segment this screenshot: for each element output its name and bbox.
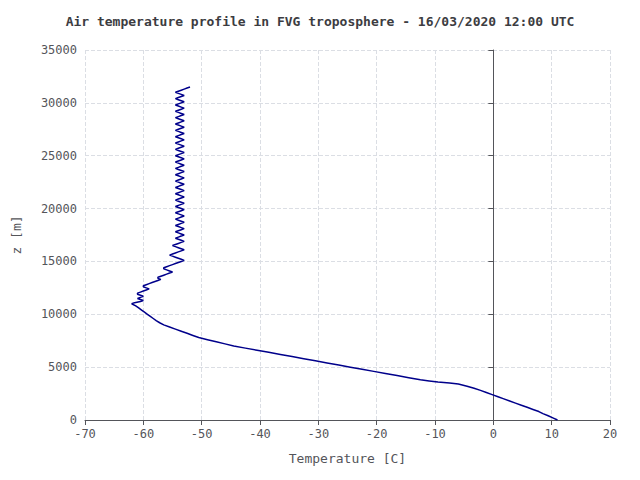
svg-text:25000: 25000 xyxy=(41,149,77,163)
svg-text:-40: -40 xyxy=(249,427,271,441)
svg-text:-60: -60 xyxy=(132,427,154,441)
svg-text:35000: 35000 xyxy=(41,43,77,57)
svg-text:-10: -10 xyxy=(424,427,446,441)
svg-text:-20: -20 xyxy=(366,427,388,441)
svg-text:10: 10 xyxy=(544,427,558,441)
svg-text:15000: 15000 xyxy=(41,254,77,268)
svg-text:-70: -70 xyxy=(74,427,96,441)
svg-text:20: 20 xyxy=(603,427,617,441)
svg-text:-30: -30 xyxy=(307,427,329,441)
svg-text:0: 0 xyxy=(70,413,77,427)
svg-text:5000: 5000 xyxy=(48,360,77,374)
svg-text:0: 0 xyxy=(490,427,497,441)
svg-text:-50: -50 xyxy=(191,427,213,441)
svg-text:10000: 10000 xyxy=(41,307,77,321)
svg-text:z [m]: z [m] xyxy=(9,215,24,254)
svg-text:Air temperature profile in FVG: Air temperature profile in FVG troposphe… xyxy=(66,14,575,29)
svg-text:Temperature [C]: Temperature [C] xyxy=(289,451,406,466)
svg-text:30000: 30000 xyxy=(41,96,77,110)
svg-text:20000: 20000 xyxy=(41,202,77,216)
